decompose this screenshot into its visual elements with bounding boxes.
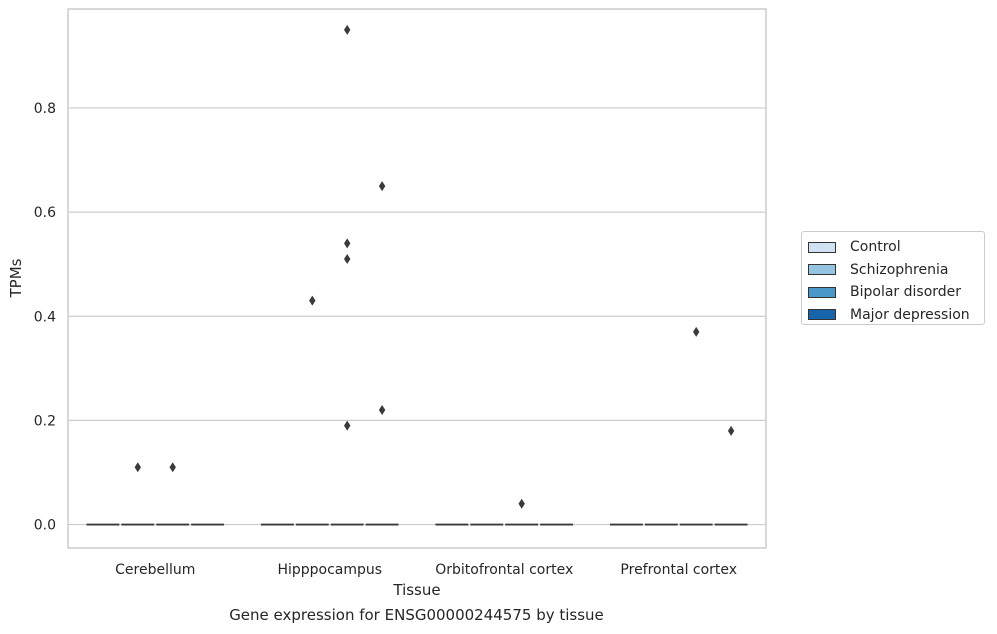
legend: Control Schizophrenia Bipolar disorder M… bbox=[801, 231, 985, 325]
legend-item-bipolar-disorder: Bipolar disorder bbox=[808, 281, 984, 304]
legend-item-control: Control bbox=[808, 236, 984, 259]
x-tick-label: Hipppocampus bbox=[277, 562, 382, 578]
y-tick-label: 0.2 bbox=[34, 413, 56, 429]
outlier-point bbox=[309, 295, 316, 306]
x-tick-label: Cerebellum bbox=[115, 562, 195, 578]
outlier-point bbox=[378, 181, 386, 192]
outlier-point bbox=[169, 462, 176, 473]
legend-label: Major depression bbox=[850, 306, 970, 323]
outlier-point bbox=[344, 238, 351, 249]
legend-swatch bbox=[808, 286, 836, 298]
legend-swatch bbox=[808, 309, 836, 321]
outlier-point bbox=[378, 404, 386, 415]
outlier-point bbox=[693, 326, 700, 337]
x-tick-labels: Cerebellum Hipppocampus Orbitofrontal cort… bbox=[115, 562, 737, 578]
y-tick-labels: 0.0 0.2 0.4 0.6 0.8 bbox=[34, 101, 56, 534]
x-tick-label: Prefrontal cortex bbox=[620, 562, 737, 578]
legend-swatch bbox=[808, 241, 836, 253]
y-tick-label: 0.8 bbox=[34, 101, 56, 117]
legend-label: Schizophrenia bbox=[850, 261, 949, 278]
legend-item-major-depression: Major depression bbox=[808, 304, 984, 327]
outlier-point bbox=[344, 24, 351, 35]
y-tick-label: 0.0 bbox=[34, 518, 56, 534]
y-tick-label: 0.4 bbox=[34, 309, 56, 325]
y-axis-label: TPMs bbox=[7, 258, 25, 298]
outlier-point bbox=[344, 420, 351, 431]
legend-swatch bbox=[808, 264, 836, 276]
legend-item-schizophrenia: Schizophrenia bbox=[808, 259, 984, 282]
outlier-point bbox=[727, 425, 735, 436]
outlier-point bbox=[344, 253, 351, 264]
legend-label: Control bbox=[850, 239, 901, 256]
y-tick-label: 0.6 bbox=[34, 205, 56, 221]
legend-label: Bipolar disorder bbox=[850, 284, 962, 301]
plot-area bbox=[67, 8, 767, 549]
x-tick-label: Orbitofrontal cortex bbox=[435, 562, 573, 578]
chart-caption: Gene expression for ENSG00000244575 by t… bbox=[229, 606, 604, 624]
outlier-points bbox=[134, 24, 735, 509]
outlier-point bbox=[518, 498, 525, 509]
x-axis-label: Tissue bbox=[392, 581, 440, 599]
outlier-point bbox=[134, 462, 141, 473]
